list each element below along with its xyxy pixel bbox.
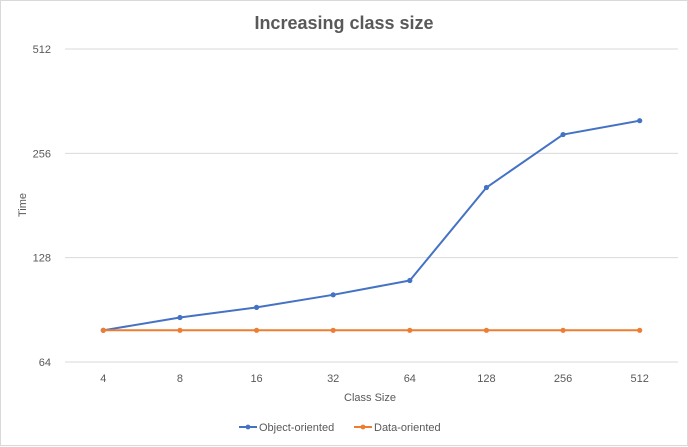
y-axis-title: Time [17, 193, 29, 217]
x-axis-title: Class Size [344, 392, 396, 404]
data-point [330, 292, 336, 298]
legend: Object-oriented Data-oriented [239, 422, 441, 434]
data-point [637, 118, 643, 124]
data-point [637, 327, 643, 333]
x-tick-label: 4 [100, 373, 106, 385]
x-tick-label: 512 [631, 373, 649, 385]
data-point [407, 277, 413, 284]
y-tick-labels: 64 128 256 512 [33, 44, 51, 369]
x-tick-label: 32 [327, 373, 339, 385]
y-tick-label: 64 [39, 357, 51, 369]
data-point [483, 184, 490, 191]
chart-title: Increasing class size [254, 13, 433, 33]
data-point [177, 327, 183, 333]
x-tick-label: 128 [477, 373, 495, 385]
legend-item: Data-oriented [354, 422, 441, 434]
x-tick-label: 8 [177, 373, 183, 385]
data-point [330, 327, 336, 333]
x-tick-label: 256 [554, 373, 572, 385]
data-point [560, 327, 566, 333]
legend-label: Object-oriented [259, 422, 334, 434]
gridlines [65, 48, 678, 363]
y-tick-label: 256 [33, 148, 51, 160]
data-point [483, 327, 490, 333]
x-tick-labels: 4 8 16 32 64 128 256 512 [100, 373, 649, 385]
legend-item: Object-oriented [239, 422, 334, 434]
legend-swatch-marker [360, 424, 366, 430]
y-tick-label: 512 [33, 44, 51, 56]
legend-label: Data-oriented [374, 422, 441, 434]
series-line [103, 119, 640, 332]
data-point [100, 327, 106, 333]
x-tick-label: 16 [250, 373, 262, 385]
data-point [253, 327, 260, 333]
legend-swatch-marker [245, 424, 251, 430]
x-tick-label: 64 [404, 373, 416, 385]
data-point [253, 304, 260, 310]
data-point [560, 131, 566, 138]
data-point [407, 327, 413, 333]
data-point [177, 314, 183, 321]
y-tick-label: 128 [33, 253, 51, 265]
series-layer [100, 118, 643, 333]
